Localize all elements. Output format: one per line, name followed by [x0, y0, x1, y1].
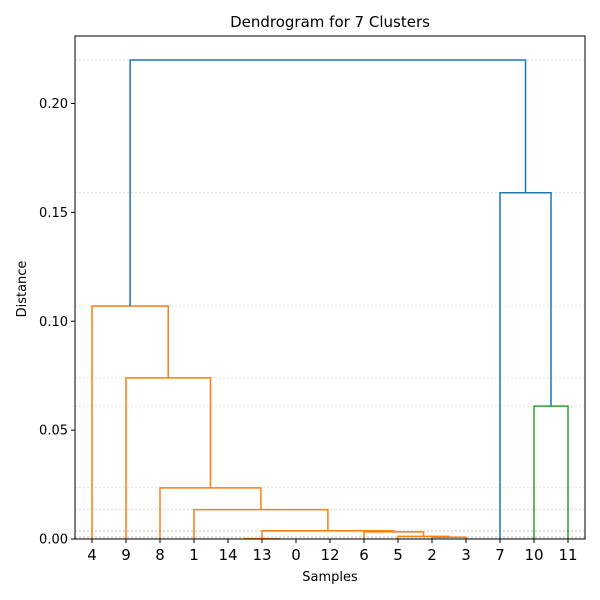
- x-tick-label-5: 13: [252, 546, 271, 564]
- x-tick-label-2: 8: [155, 546, 165, 564]
- x-tick-label-14: 11: [558, 546, 577, 564]
- x-tick-label-12: 7: [495, 546, 505, 564]
- link-6: [159, 487, 262, 539]
- y-axis-ticks: 0.00 0.05 0.10 0.15 0.20: [39, 97, 75, 548]
- link-11: [129, 59, 527, 307]
- y-tick-label-2: 0.10: [39, 315, 68, 330]
- x-tick-label-4: 14: [218, 546, 237, 564]
- link-10: [499, 192, 552, 539]
- x-tick-label-13: 10: [524, 546, 543, 564]
- y-tick-label-4: 0.20: [39, 97, 68, 112]
- x-axis-label: Samples: [302, 570, 358, 585]
- link-5: [193, 508, 329, 539]
- link-8: [91, 305, 169, 539]
- x-tick-label-3: 1: [189, 546, 199, 564]
- x-axis-ticks: 4 9 8 1 14 13 0 12 6 5 2 3 7 10 11: [87, 539, 578, 564]
- x-tick-label-9: 5: [393, 546, 403, 564]
- link-4: [261, 529, 395, 539]
- link-7: [125, 377, 212, 539]
- y-tick-label-1: 0.05: [39, 424, 68, 439]
- y-tick-label-3: 0.15: [39, 206, 68, 221]
- y-axis-label: Distance: [15, 261, 30, 318]
- grid-layer: [75, 59, 585, 540]
- x-tick-label-8: 6: [359, 546, 369, 564]
- link-9: [533, 405, 569, 539]
- x-tick-label-7: 12: [320, 546, 339, 564]
- plot-frame: [74, 35, 586, 540]
- chart-title: Dendrogram for 7 Clusters: [230, 13, 430, 31]
- y-tick-label-0: 0.00: [39, 533, 68, 548]
- x-tick-label-1: 9: [121, 546, 131, 564]
- dendrogram-links: [91, 59, 569, 540]
- x-tick-label-6: 0: [291, 546, 301, 564]
- x-tick-label-10: 2: [427, 546, 437, 564]
- x-tick-label-0: 4: [87, 546, 97, 564]
- x-tick-label-11: 3: [461, 546, 471, 564]
